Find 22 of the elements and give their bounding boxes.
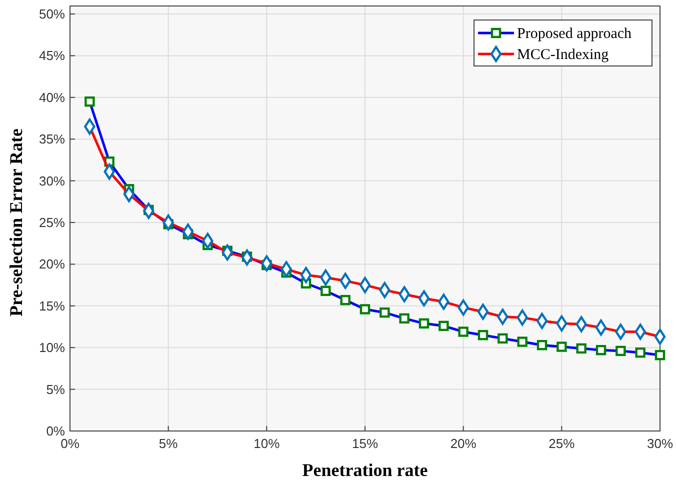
y-tick-label: 25%: [38, 215, 66, 230]
y-tick-label: 10%: [38, 340, 66, 356]
legend-label: MCC-Indexing: [517, 47, 610, 63]
y-tick-label: 30%: [38, 173, 66, 188]
x-tick-label: 20%: [450, 436, 477, 451]
y-tick-label: 45%: [38, 48, 66, 64]
y-axis-title: Pre-selection Error Rate: [6, 128, 26, 316]
y-tick-label: 40%: [38, 90, 66, 105]
x-tick-label: 10%: [254, 436, 280, 451]
y-tick-label: 20%: [38, 256, 66, 272]
x-tick-label: 30%: [646, 436, 674, 451]
x-tick-label: 15%: [352, 436, 378, 451]
legend-label: Proposed approach: [517, 26, 632, 42]
y-tick-label: 0%: [46, 424, 66, 438]
x-tick-label: 25%: [548, 436, 576, 451]
y-tick-label: 15%: [38, 298, 66, 314]
y-tick-label: 5%: [46, 382, 66, 397]
y-tick-label: 50%: [38, 6, 66, 22]
x-tick-label: 0%: [60, 436, 80, 451]
x-tick-label: 5%: [158, 436, 178, 451]
y-tick-label: 35%: [38, 132, 66, 147]
x-axis-title: Penetration rate: [302, 460, 428, 480]
